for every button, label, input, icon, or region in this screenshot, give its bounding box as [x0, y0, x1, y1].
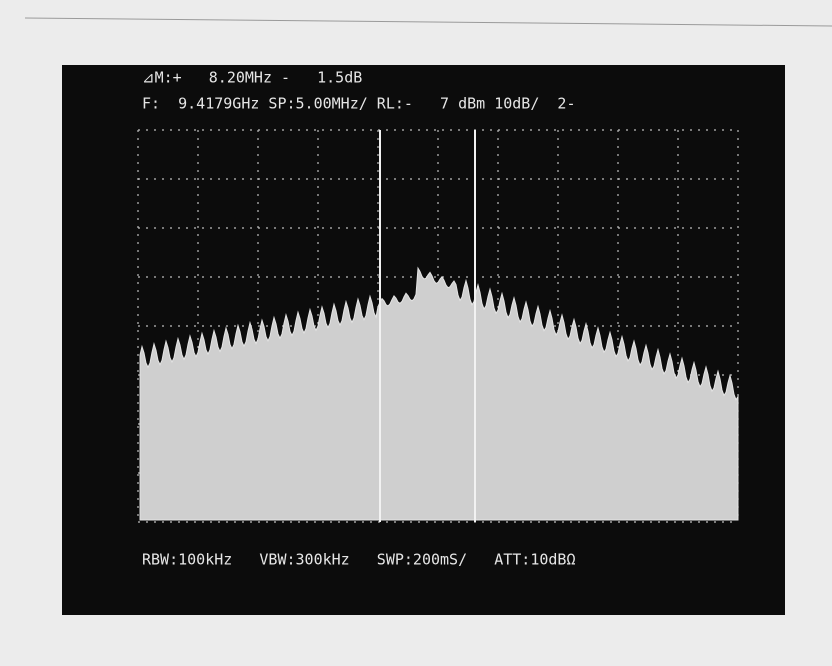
paper-edge [24, 17, 832, 27]
graticule [137, 129, 739, 523]
settings-readout: F: 9.4179GHz SP:5.00MHz/ RL:- 7 dBm 10dB… [142, 95, 575, 113]
bandwidth-readout: RBW:100kHz VBW:300kHz SWP:200mS/ ATT:10d… [142, 551, 575, 569]
marker-readout: ⊿M:+ 8.20MHz - 1.5dB [142, 69, 362, 87]
spectrum-trace [139, 266, 739, 521]
